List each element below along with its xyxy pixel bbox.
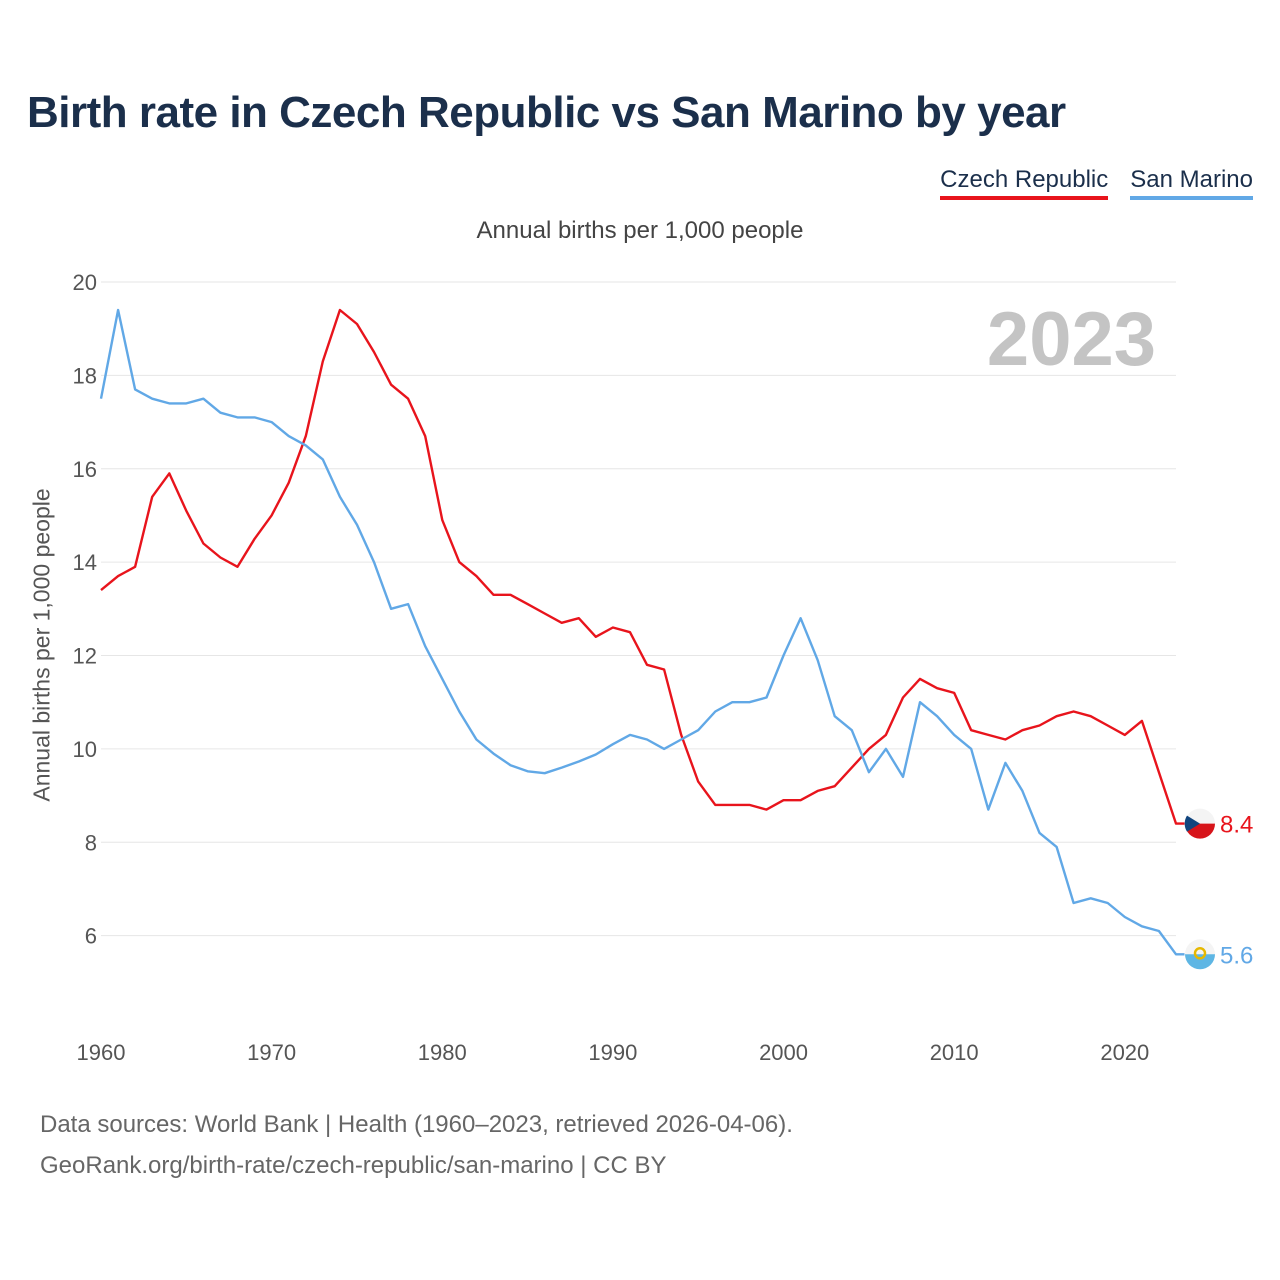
x-tick-label-1990: 1990 bbox=[588, 1040, 637, 1065]
series-lines bbox=[99, 308, 1185, 956]
y-tick-label-12: 12 bbox=[73, 644, 97, 669]
x-tick-label-2020: 2020 bbox=[1100, 1040, 1149, 1065]
x-axis-ticks: 1960 1970 1980 1990 2000 2010 2020 bbox=[77, 1040, 1150, 1065]
x-tick-label-2000: 2000 bbox=[759, 1040, 808, 1065]
end-markers: 8.4 5.6 bbox=[1184, 808, 1253, 970]
end-value-label-sm: 5.6 bbox=[1220, 942, 1253, 969]
y-tick-label-20: 20 bbox=[73, 270, 97, 295]
czech-flag-icon bbox=[1184, 808, 1215, 839]
legend-item-san-marino[interactable]: San Marino bbox=[1130, 166, 1253, 200]
series-line-sm bbox=[99, 308, 1185, 956]
y-axis-ticks: 6 8 10 12 14 16 18 20 bbox=[73, 270, 97, 949]
y-tick-label-18: 18 bbox=[73, 363, 97, 388]
x-tick-label-1960: 1960 bbox=[77, 1040, 126, 1065]
y-tick-label-8: 8 bbox=[85, 830, 97, 855]
y-tick-label-10: 10 bbox=[73, 737, 97, 762]
end-value-label-cz: 8.4 bbox=[1220, 812, 1253, 839]
san-marino-flag-icon bbox=[1185, 939, 1215, 970]
data-source-text: Data sources: World Bank | Health (1960–… bbox=[40, 1111, 793, 1138]
x-tick-label-1980: 1980 bbox=[418, 1040, 467, 1065]
series-line-cz bbox=[100, 308, 1185, 825]
y-tick-label-14: 14 bbox=[73, 550, 97, 575]
x-tick-label-2010: 2010 bbox=[930, 1040, 979, 1065]
gridlines bbox=[101, 281, 1176, 937]
y-tick-label-16: 16 bbox=[73, 457, 97, 482]
chart-title: Birth rate in Czech Republic vs San Mari… bbox=[27, 88, 1066, 137]
source-url-text[interactable]: GeoRank.org/birth-rate/czech-republic/sa… bbox=[40, 1152, 667, 1179]
y-tick-label-6: 6 bbox=[85, 924, 97, 949]
legend-item-czech-republic[interactable]: Czech Republic bbox=[940, 166, 1109, 200]
x-tick-label-1970: 1970 bbox=[247, 1040, 296, 1065]
chart-subtitle: Annual births per 1,000 people bbox=[476, 217, 804, 244]
footer: Data sources: World Bank | Health (1960–… bbox=[40, 1104, 793, 1186]
year-watermark: 2023 bbox=[986, 297, 1156, 382]
legend: Czech Republic San Marino bbox=[940, 166, 1253, 200]
